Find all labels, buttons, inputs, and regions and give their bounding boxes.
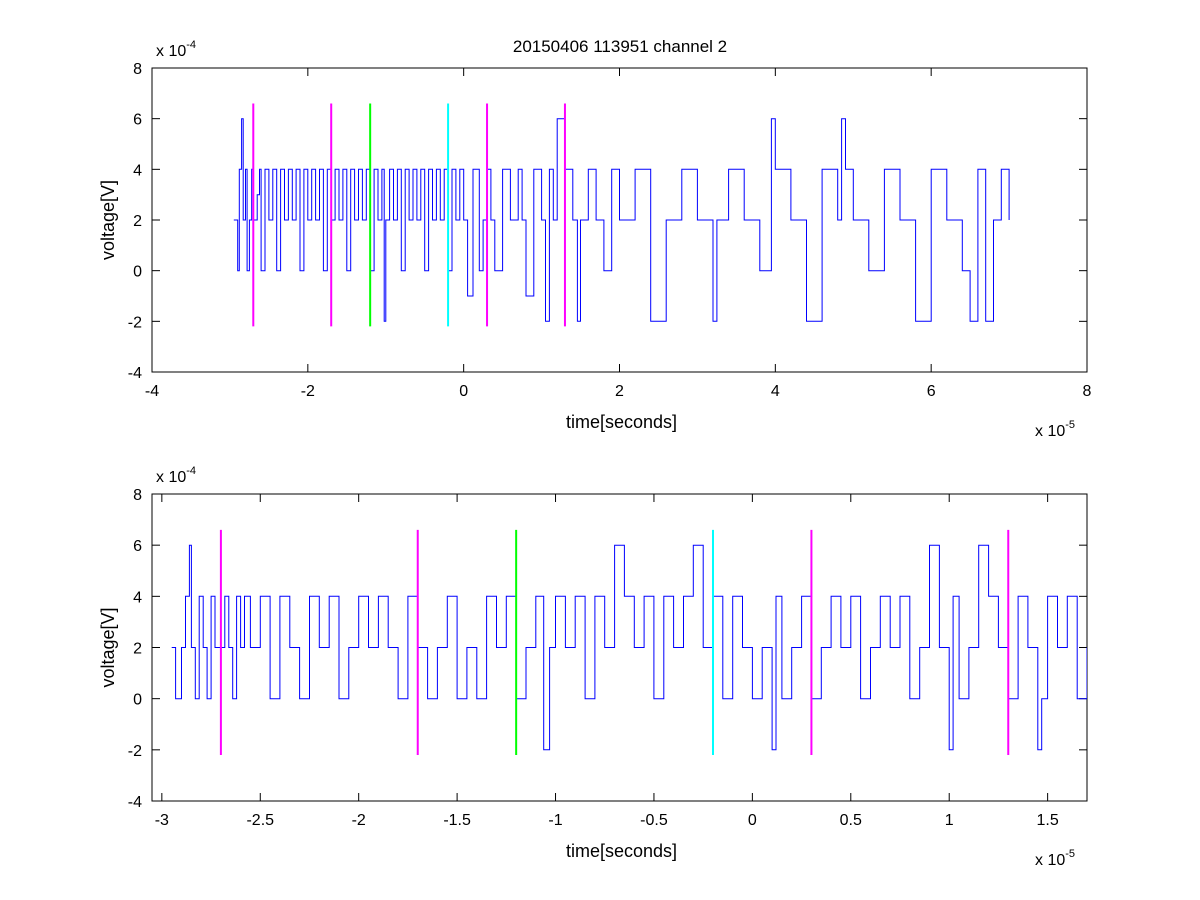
y-tick-label: 4 <box>133 162 142 179</box>
figure-title: 20150406 113951 channel 2 <box>513 37 727 56</box>
y-tick-label: -4 <box>128 794 142 811</box>
x-tick-label: 0.5 <box>840 812 862 829</box>
y-exponent-base: x 10 <box>156 43 186 60</box>
signal-trace <box>171 544 1087 751</box>
y-exponent-label: x 10-4 <box>156 465 196 486</box>
x-tick-label: -4 <box>145 383 159 400</box>
x-tick-label: -2.5 <box>246 812 274 829</box>
x-tick-label: -3 <box>155 812 169 829</box>
y-tick-label: 2 <box>133 213 142 230</box>
signal-trace <box>233 118 1010 322</box>
x-tick-label: -0.5 <box>640 812 668 829</box>
y-exponent-label: x 10-4 <box>156 39 196 60</box>
x-tick-label: -2 <box>301 383 315 400</box>
y-tick-label: -2 <box>128 314 142 331</box>
y-exponent-base: x 10 <box>156 469 186 486</box>
x-tick-label: 2 <box>615 383 624 400</box>
x-tick-label: 8 <box>1083 383 1092 400</box>
x-exponent-base: x 10 <box>1035 423 1065 440</box>
y-tick-label: 0 <box>133 264 142 281</box>
y-tick-label: 0 <box>133 692 142 709</box>
x-exponent-label: x 10-5 <box>1035 848 1075 869</box>
y-tick-label: 8 <box>133 487 142 504</box>
y-exponent-power: -4 <box>186 39 196 51</box>
x-tick-label: 6 <box>927 383 936 400</box>
y-axis-label: voltage[V] <box>98 180 118 260</box>
y-tick-label: 2 <box>133 641 142 658</box>
x-tick-label: 1 <box>945 812 954 829</box>
y-tick-label: 6 <box>133 112 142 129</box>
x-tick-label: 0 <box>459 383 468 400</box>
x-tick-label: -2 <box>352 812 366 829</box>
x-tick-label: -1 <box>548 812 562 829</box>
plot-area <box>233 103 1010 327</box>
x-tick-label: 4 <box>771 383 780 400</box>
x-exponent-base: x 10 <box>1035 852 1065 869</box>
y-tick-label: 8 <box>133 61 142 78</box>
x-exponent-power: -5 <box>1065 419 1075 431</box>
x-exponent-label: x 10-5 <box>1035 419 1075 440</box>
x-axis-label: time[seconds] <box>566 841 677 861</box>
x-tick-label: -1.5 <box>443 812 471 829</box>
y-axis-label: voltage[V] <box>98 607 118 687</box>
y-tick-label: 4 <box>133 589 142 606</box>
y-exponent-power: -4 <box>186 465 196 477</box>
x-tick-label: 0 <box>748 812 757 829</box>
x-tick-label: 1.5 <box>1037 812 1059 829</box>
x-axis-label: time[seconds] <box>566 412 677 432</box>
y-tick-label: -4 <box>128 365 142 382</box>
x-exponent-power: -5 <box>1065 848 1075 860</box>
y-tick-label: 6 <box>133 538 142 555</box>
y-tick-label: -2 <box>128 743 142 760</box>
plot-area <box>171 529 1087 755</box>
